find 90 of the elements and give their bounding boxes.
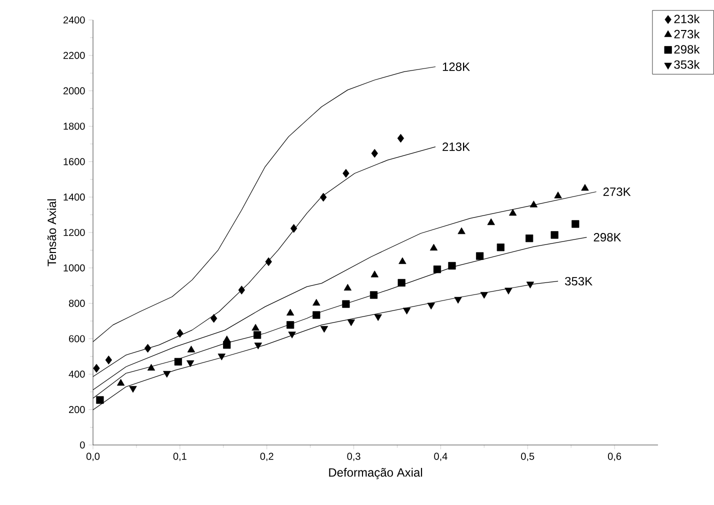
point: [342, 300, 350, 308]
point: [342, 168, 350, 178]
point: [210, 314, 218, 323]
point: [174, 358, 182, 366]
point: [526, 234, 534, 242]
y-tick-label: 200: [69, 406, 85, 414]
point: [487, 218, 495, 226]
annotation: 128K: [442, 62, 470, 71]
x-tick-label: 0,4: [434, 452, 448, 462]
point: [347, 319, 355, 326]
point: [186, 360, 194, 368]
point: [526, 282, 534, 288]
x-tick-label: 0,1: [173, 452, 186, 462]
point: [312, 298, 320, 306]
annotation: 213K: [442, 142, 470, 152]
x-tick-label: 0,0: [86, 452, 100, 462]
point: [370, 291, 378, 299]
point: [187, 346, 196, 352]
annotation: 298K: [594, 233, 622, 242]
point: [163, 370, 171, 378]
point: [504, 288, 512, 294]
y-tick-label: 2200: [63, 52, 85, 59]
point: [144, 344, 152, 353]
point: [480, 292, 488, 299]
y-tick-label: 1800: [64, 122, 85, 130]
point: [554, 192, 562, 198]
point: [458, 227, 466, 234]
y-tick-label: 1200: [64, 228, 85, 236]
point: [290, 224, 298, 233]
point: [253, 331, 262, 339]
point: [218, 354, 226, 360]
y-tick-label: 1600: [64, 158, 85, 166]
point: [320, 326, 328, 333]
point: [116, 378, 125, 386]
y-tick-label: 2400: [63, 16, 85, 24]
annotation: 273K: [603, 188, 631, 196]
y-tick-label: 1000: [64, 264, 85, 272]
point: [265, 257, 272, 266]
point: [254, 342, 262, 350]
point: [374, 314, 382, 322]
point: [433, 266, 442, 274]
point: [572, 220, 580, 228]
y-tick-label: 0: [80, 441, 85, 449]
point: [96, 396, 104, 404]
x-tick-label: 0,2: [260, 452, 274, 462]
x-tick-label: 0,3: [347, 452, 360, 462]
point: [176, 328, 184, 338]
x-tick-label: 0,5: [521, 452, 534, 462]
point: [398, 257, 406, 264]
point: [238, 286, 245, 294]
point: [427, 302, 435, 310]
point: [398, 278, 406, 287]
point: [93, 364, 100, 373]
point: [508, 208, 517, 216]
point: [105, 356, 112, 364]
point: [129, 386, 137, 393]
x-tick-label: 0,6: [608, 452, 622, 462]
point: [320, 192, 327, 202]
point: [454, 296, 462, 304]
y-tick-label: 1400: [64, 194, 85, 201]
y-tick-label: 600: [69, 335, 85, 342]
point: [581, 184, 589, 191]
legend-label: 353k: [674, 60, 700, 69]
y-tick-label: 2000: [63, 87, 85, 94]
y-axis-title: Tensão Axial: [47, 199, 56, 266]
point: [223, 341, 231, 349]
point: [550, 231, 558, 239]
point: [252, 324, 260, 331]
point: [312, 311, 320, 319]
point: [496, 244, 504, 252]
point: [430, 244, 438, 251]
legend-label: 273k: [674, 30, 700, 38]
x-axis-title: Deformação Axial: [329, 468, 422, 480]
y-tick-label: 800: [68, 300, 85, 307]
point: [530, 200, 538, 208]
annotation: 353K: [565, 276, 592, 286]
point: [344, 284, 352, 291]
point: [476, 252, 484, 260]
point: [402, 308, 411, 314]
y-tick-label: 400: [68, 370, 85, 378]
point: [448, 262, 456, 270]
point: [147, 364, 156, 371]
point: [370, 270, 378, 278]
legend-label: 213k: [674, 14, 700, 24]
point: [371, 148, 378, 158]
legend-label: 298k: [674, 44, 700, 54]
point: [397, 134, 404, 143]
point: [286, 321, 294, 329]
point: [288, 332, 296, 338]
point: [286, 308, 294, 316]
